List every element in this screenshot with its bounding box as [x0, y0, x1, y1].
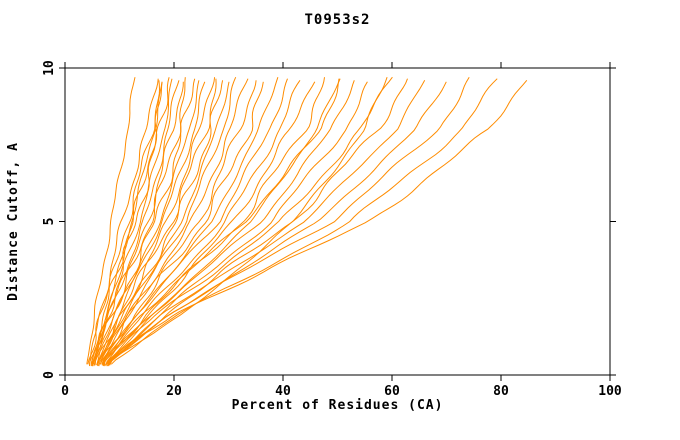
curve: [101, 81, 230, 365]
x-axis-label: Percent of Residues (CA): [231, 398, 444, 413]
x-tick-label: 60: [384, 384, 400, 399]
curve: [93, 81, 163, 367]
curve: [96, 77, 237, 366]
x-tick-label: 20: [166, 384, 182, 399]
tick-labels: 0 20 40 60 80 100 0 5 10: [42, 60, 622, 399]
curve: [102, 80, 257, 365]
curve: [91, 81, 206, 367]
curve: [99, 77, 216, 365]
curve: [97, 80, 200, 366]
curve: [107, 76, 470, 367]
y-tick-label: 5: [42, 218, 57, 226]
x-tick-label: 40: [275, 384, 291, 399]
curve: [110, 78, 498, 365]
axis-ticks: [59, 62, 616, 381]
curve: [104, 76, 393, 366]
curve: [97, 81, 264, 366]
x-tick-label: 0: [61, 384, 69, 399]
curve: [105, 81, 316, 367]
curve: [101, 78, 340, 366]
curve: [91, 80, 161, 367]
curve: [102, 80, 355, 367]
curve: [106, 80, 426, 365]
chart-title: T0953s2: [304, 12, 371, 28]
curve: [102, 80, 301, 366]
y-tick-label: 10: [42, 60, 57, 76]
curve: [105, 77, 388, 365]
curve: [108, 78, 408, 367]
curve: [86, 77, 136, 365]
curve: [92, 78, 196, 365]
curve: [89, 77, 186, 367]
curve: [99, 78, 288, 365]
x-tick-label: 80: [493, 384, 509, 399]
curves-group: [86, 76, 528, 367]
x-tick-label: 100: [598, 384, 622, 399]
curve: [108, 79, 528, 366]
curve: [101, 77, 325, 365]
y-tick-label: 0: [42, 371, 57, 379]
curve: [97, 80, 224, 367]
curve: [94, 77, 170, 366]
